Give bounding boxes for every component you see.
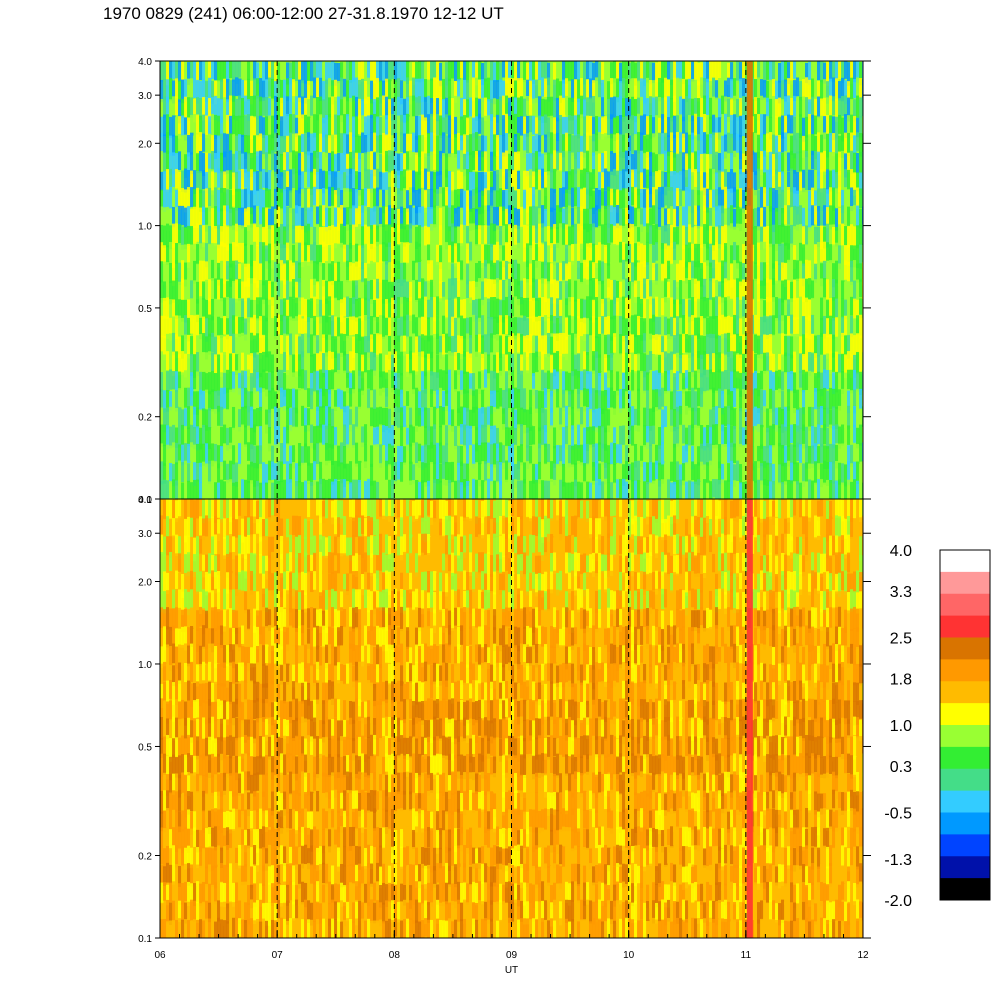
colorbar-label: 1.8 <box>890 671 912 688</box>
x-tick-label: 11 <box>741 950 752 961</box>
colorbar-label: -1.3 <box>884 852 912 869</box>
colorbar-swatch <box>940 615 990 638</box>
colorbar: 4.0 3.3 2.5 1.8 1.0 0.3 -0.5 -1.3 -2.0 <box>884 543 991 910</box>
colorbar-swatch <box>940 790 990 813</box>
panel-upper-texture <box>160 61 863 499</box>
streak-11 <box>746 499 753 938</box>
y-tick-label: 0.5 <box>138 304 152 315</box>
x-tick-label: 09 <box>506 950 518 961</box>
colorbar-swatch <box>940 637 990 660</box>
colorbar-swatch <box>940 856 990 879</box>
colorbar-label: 2.5 <box>890 631 912 648</box>
x-tick-label: 06 <box>154 950 166 961</box>
colorbar-swatch <box>940 703 990 726</box>
y-tick-label: 4.0 <box>138 57 152 68</box>
chart-title: 1970 0829 (241) 06:00-12:00 27-31.8.1970… <box>103 4 504 23</box>
colorbar-label: 3.3 <box>890 584 912 601</box>
colorbar-label: -0.5 <box>884 806 912 823</box>
colorbar-swatch <box>940 878 990 901</box>
colorbar-swatch <box>940 834 990 857</box>
x-tick-label: 12 <box>857 950 869 961</box>
y-tick-label: 3.0 <box>138 529 152 540</box>
y-tick-label: 2.0 <box>138 577 152 588</box>
y-tick-label: 1.0 <box>138 222 152 233</box>
colorbar-swatch <box>940 746 990 770</box>
colorbar-swatch <box>940 659 990 682</box>
y-tick-label: 4.0 <box>138 495 152 506</box>
colorbar-label: -2.0 <box>884 893 912 910</box>
y-tick-label: 0.1 <box>138 934 152 945</box>
y-tick-label: 0.5 <box>138 742 152 753</box>
panel-lower-texture <box>160 499 863 938</box>
colorbar-swatch <box>940 812 990 835</box>
colorbar-swatch <box>940 725 990 748</box>
colorbar-frame <box>939 549 991 901</box>
colorbar-swatch <box>940 550 990 573</box>
panel-upper: 0.1 0.2 0.5 1.0 2.0 3.0 4.0 <box>138 57 871 506</box>
colorbar-label: 4.0 <box>890 543 912 560</box>
colorbar-swatch <box>940 681 990 704</box>
colorbar-label: 0.3 <box>890 759 912 776</box>
colorbar-label: 1.0 <box>890 718 912 735</box>
y-tick-label: 0.2 <box>138 852 152 863</box>
x-tick-label: 07 <box>272 950 284 961</box>
colorbar-swatch <box>940 571 990 595</box>
colorbar-swatch <box>940 593 990 617</box>
x-axis-label: UT <box>505 965 518 976</box>
streak-11 <box>746 61 753 499</box>
y-tick-label: 0.2 <box>138 413 152 424</box>
y-tick-label: 0.1 <box>138 495 152 506</box>
y-tick-label: 2.0 <box>138 139 152 150</box>
panel-lower: 0.1 0.2 0.5 1.0 2.0 3.0 4.0 <box>138 495 871 945</box>
colorbar-swatch <box>940 768 990 792</box>
x-tick-label: 08 <box>389 950 401 961</box>
x-tick-label: 10 <box>623 950 635 961</box>
y-tick-label: 3.0 <box>138 91 152 102</box>
y-tick-label: 1.0 <box>138 660 152 671</box>
